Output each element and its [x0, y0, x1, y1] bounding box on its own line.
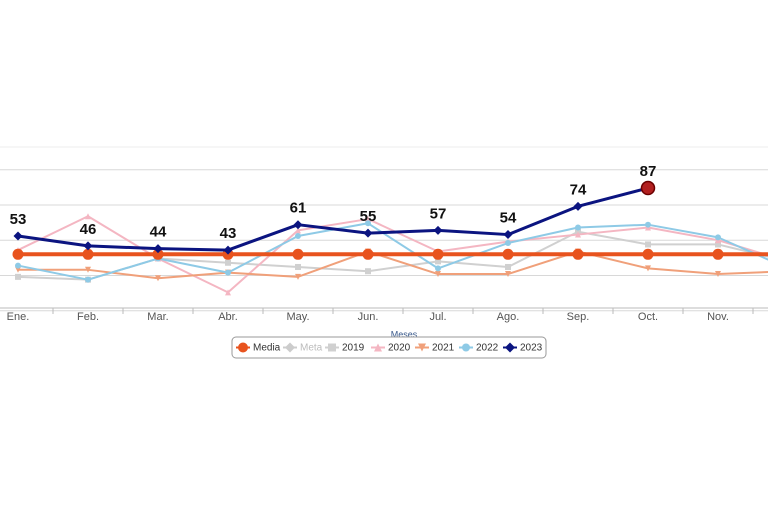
point	[295, 227, 301, 234]
point	[575, 224, 581, 231]
point	[645, 221, 651, 228]
x-tick-label: May.	[286, 311, 309, 323]
point	[502, 248, 514, 260]
data-label: 53	[10, 211, 27, 228]
legend-box	[231, 336, 547, 359]
data-label: 43	[220, 225, 237, 242]
data-label: 57	[430, 205, 447, 222]
point	[15, 262, 21, 269]
point	[642, 248, 654, 260]
point	[433, 225, 443, 235]
data-label: 44	[150, 224, 167, 241]
point	[712, 248, 724, 260]
x-tick-label: Nov.	[707, 311, 729, 323]
point	[715, 271, 721, 278]
point	[295, 232, 301, 239]
point	[295, 273, 301, 280]
point	[575, 231, 581, 238]
x-tick-label: Oct.	[638, 311, 658, 323]
point	[715, 241, 721, 248]
point	[365, 216, 371, 223]
point	[155, 275, 161, 282]
legend-marker	[374, 343, 382, 352]
x-tick-label: Ago.	[497, 311, 520, 323]
legend-label[interactable]: Meta	[300, 343, 323, 354]
legend-label[interactable]: Media	[253, 343, 281, 354]
point	[15, 266, 21, 273]
series-line	[17, 222, 768, 281]
data-label: 46	[80, 221, 97, 238]
point	[505, 240, 511, 247]
legend-label[interactable]: 2021	[432, 343, 455, 354]
point	[435, 265, 441, 272]
point	[295, 263, 301, 270]
legend-marker	[418, 343, 426, 352]
x-tick-label: Sep.	[567, 311, 590, 323]
legend-marker	[462, 343, 470, 352]
point	[365, 268, 371, 275]
point	[12, 248, 24, 260]
point	[362, 248, 374, 260]
data-label: 54	[500, 210, 517, 227]
legend-marker	[328, 343, 336, 352]
point-highlight	[640, 180, 656, 196]
data-label: 61	[290, 200, 307, 217]
point	[225, 259, 231, 266]
point	[83, 241, 93, 251]
point	[715, 234, 721, 241]
point	[85, 276, 91, 283]
point	[435, 258, 441, 265]
x-tick-label: Feb.	[77, 311, 99, 323]
point	[15, 273, 21, 280]
point	[572, 248, 584, 260]
legend-marker	[285, 342, 295, 353]
point	[152, 248, 164, 260]
point	[505, 271, 511, 278]
legend-label[interactable]: 2019	[342, 343, 365, 354]
point	[363, 228, 373, 238]
point	[223, 245, 233, 255]
point	[573, 201, 583, 211]
legend-label[interactable]: 2020	[388, 343, 411, 354]
x-tick-label: Jul.	[429, 311, 446, 323]
data-label: 74	[570, 181, 587, 198]
legend-marker	[505, 342, 515, 353]
point	[432, 248, 444, 260]
point	[82, 248, 94, 260]
point	[225, 289, 231, 296]
point	[225, 269, 231, 276]
point	[435, 271, 441, 278]
point	[505, 263, 511, 270]
point	[153, 244, 163, 254]
point	[13, 231, 23, 241]
point	[293, 220, 303, 230]
data-label: 55	[360, 208, 377, 225]
point	[503, 230, 513, 240]
x-tick-label: Abr.	[218, 311, 238, 323]
x-axis-title: Meses	[391, 329, 418, 339]
point	[85, 266, 91, 273]
x-tick-label: Ene.	[7, 311, 30, 323]
x-tick-label: Jun.	[358, 311, 379, 323]
legend-label[interactable]: 2022	[476, 343, 499, 354]
point	[85, 213, 91, 220]
point	[292, 248, 304, 260]
point	[645, 241, 651, 248]
legend-label[interactable]: 2023	[520, 343, 543, 354]
data-label: 87	[640, 163, 657, 180]
series-line	[18, 250, 768, 280]
legend-marker	[238, 342, 248, 353]
series-line	[17, 186, 649, 252]
point	[365, 220, 371, 227]
x-tick-label: Mar.	[147, 311, 168, 323]
series-line	[17, 215, 768, 294]
point	[645, 265, 651, 272]
